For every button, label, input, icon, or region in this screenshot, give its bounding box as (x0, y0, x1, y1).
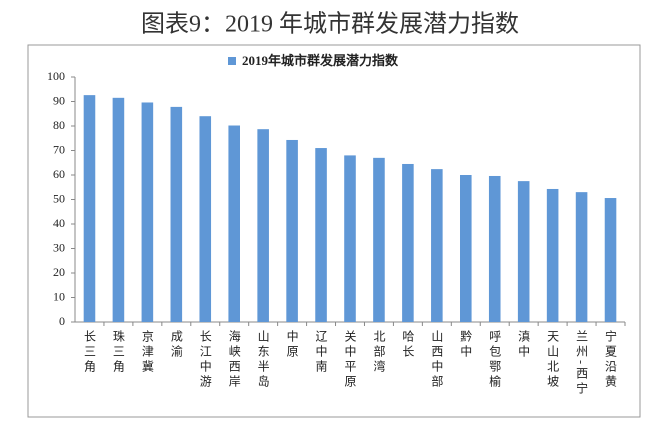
x-tick-label: 长江中游 (198, 330, 212, 390)
x-tick-label: 宁夏沿黄 (604, 329, 618, 390)
bar (315, 148, 327, 322)
y-tick-label: 10 (53, 289, 65, 303)
x-tick-label: 珠三角 (111, 330, 125, 375)
y-tick-label: 80 (53, 118, 65, 132)
bar (575, 192, 588, 322)
bar (460, 175, 472, 322)
y-tick-label: 0 (59, 314, 65, 328)
x-tick-label: 滇中 (517, 330, 531, 360)
bar (373, 157, 385, 322)
y-tick-label: 90 (53, 93, 65, 107)
x-tick-label: 天山北坡 (546, 330, 560, 390)
bar (112, 97, 125, 322)
x-tick-label: 山西中部 (430, 330, 444, 390)
bar (402, 163, 414, 322)
x-tick-label: 呼包鄂榆 (488, 330, 502, 390)
x-tick-label: 成渝 (169, 330, 183, 360)
x-tick-label: 中原 (285, 329, 299, 360)
bar (170, 106, 183, 322)
x-tick-label: 兰州-西宁 (575, 330, 589, 397)
y-tick-label: 70 (53, 142, 65, 156)
bar (83, 95, 96, 322)
bar (286, 139, 298, 322)
y-tick-label: 40 (53, 216, 65, 230)
x-tick-label: 北部湾 (372, 330, 386, 375)
y-tick-label: 30 (53, 240, 65, 254)
page-title: 图表9：2019 年城市群发展潜力指数 (141, 11, 519, 38)
bar (199, 116, 212, 322)
bar (344, 155, 356, 322)
bar (257, 129, 269, 322)
legend-swatch (228, 57, 236, 65)
x-tick-label: 海峡西岸 (227, 329, 241, 390)
bar (141, 102, 154, 322)
y-tick-label: 100 (47, 69, 65, 83)
bar (517, 181, 530, 322)
x-tick-label: 山东半岛 (256, 330, 270, 390)
legend-label: 2019年城市群发展潜力指数 (242, 53, 399, 68)
x-tick-label: 黔中 (459, 329, 473, 360)
y-tick-label: 60 (53, 167, 65, 181)
bar (488, 175, 501, 322)
y-tick-label: 20 (53, 265, 65, 279)
bar (546, 188, 559, 322)
x-tick-label: 辽中南 (314, 330, 328, 375)
y-tick-label: 50 (53, 191, 65, 205)
x-tick-label: 哈长 (401, 330, 415, 360)
x-tick-label: 关中平原 (343, 330, 357, 390)
bar (431, 169, 443, 322)
bar (604, 198, 617, 322)
x-tick-label: 京津冀 (140, 330, 154, 375)
x-tick-label: 长三角 (82, 330, 96, 375)
chart-frame (27, 44, 641, 418)
bar (228, 125, 240, 322)
